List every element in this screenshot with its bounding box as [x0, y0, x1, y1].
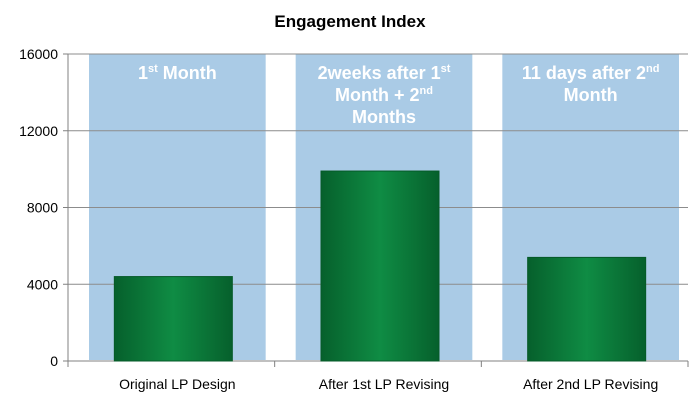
- x-category-label: After 1st LP Revising: [319, 376, 449, 392]
- bar-2: [320, 170, 440, 362]
- x-category-label: After 2nd LP Revising: [523, 376, 658, 392]
- annotation-text-2: 2weeks after 1st Month + 2nd Months: [318, 63, 451, 127]
- bar-1: [113, 276, 233, 362]
- annotation-text-3: 11 days after 2nd Month: [522, 63, 660, 105]
- annotation-text-1: 1st Month: [138, 63, 217, 83]
- bar-3: [527, 256, 647, 362]
- chart-title: Engagement Index: [274, 12, 426, 31]
- y-tick-label: 8000: [27, 200, 58, 216]
- y-tick-label: 12000: [19, 123, 58, 139]
- y-tick-label: 0: [50, 353, 58, 369]
- x-category-label: Original LP Design: [119, 376, 235, 392]
- y-tick-label: 4000: [27, 276, 58, 292]
- y-tick-label: 16000: [19, 46, 58, 62]
